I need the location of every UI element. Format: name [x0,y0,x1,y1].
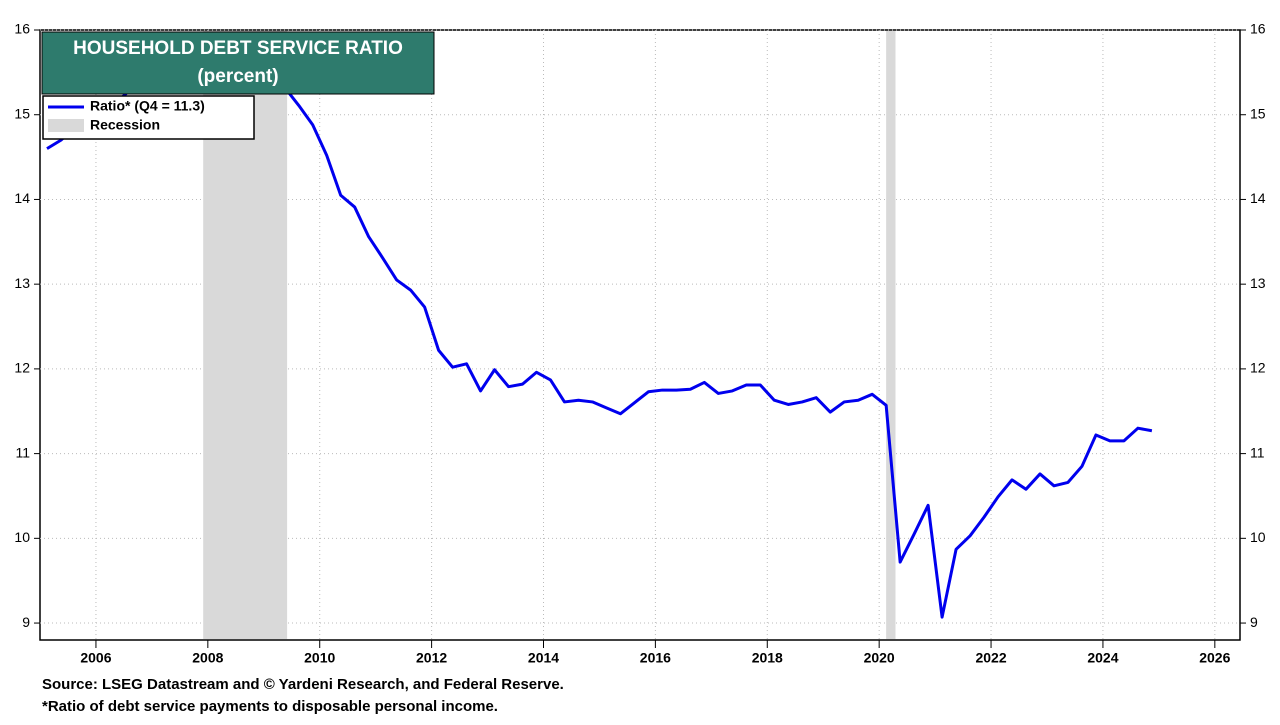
x-tick-label: 2010 [304,650,335,666]
footnote: *Ratio of debt service payments to dispo… [42,698,498,715]
y-tick-label: 14 [14,190,30,206]
x-tick-label: 2012 [416,650,447,666]
legend-swatch [48,119,84,132]
x-tick-label: 2024 [1087,650,1118,666]
x-tick-label: 2008 [192,650,223,666]
chart-subtitle: (percent) [197,66,278,87]
y-tick-label: 15 [1250,105,1266,121]
title-box [41,31,435,95]
source: Source: LSEG Datastream and © Yardeni Re… [42,676,564,693]
y-tick-label: 13 [14,275,30,291]
y-tick-label: 14 [1250,190,1266,206]
x-tick-label: 2026 [1199,650,1230,666]
legend-label: Ratio* (Q4 = 11.3) [90,98,205,114]
y-tick-label: 12 [14,360,30,376]
x-tick-label: 2006 [80,650,111,666]
x-tick-label: 2022 [975,650,1006,666]
y-tick-label: 10 [1250,529,1266,545]
y-tick-label: 15 [14,105,30,121]
y-tick-label: 10 [14,529,30,545]
recession-band [886,31,896,639]
x-tick-label: 2018 [752,650,783,666]
y-tick-label: 11 [15,444,30,460]
legend-label: Recession [90,117,160,133]
y-tick-label: 9 [1250,614,1258,630]
x-tick-label: 2016 [640,650,671,666]
y-tick-label: 16 [1250,21,1266,37]
x-tick-label: 2014 [528,650,559,666]
y-tick-label: 12 [1250,360,1266,376]
y-tick-label: 13 [1250,275,1266,291]
y-tick-label: 11 [1250,444,1265,460]
chart-title: HOUSEHOLD DEBT SERVICE RATIO [73,38,403,59]
y-tick-label: 9 [22,614,30,630]
x-tick-label: 2020 [864,650,895,666]
y-tick-label: 16 [14,21,30,37]
